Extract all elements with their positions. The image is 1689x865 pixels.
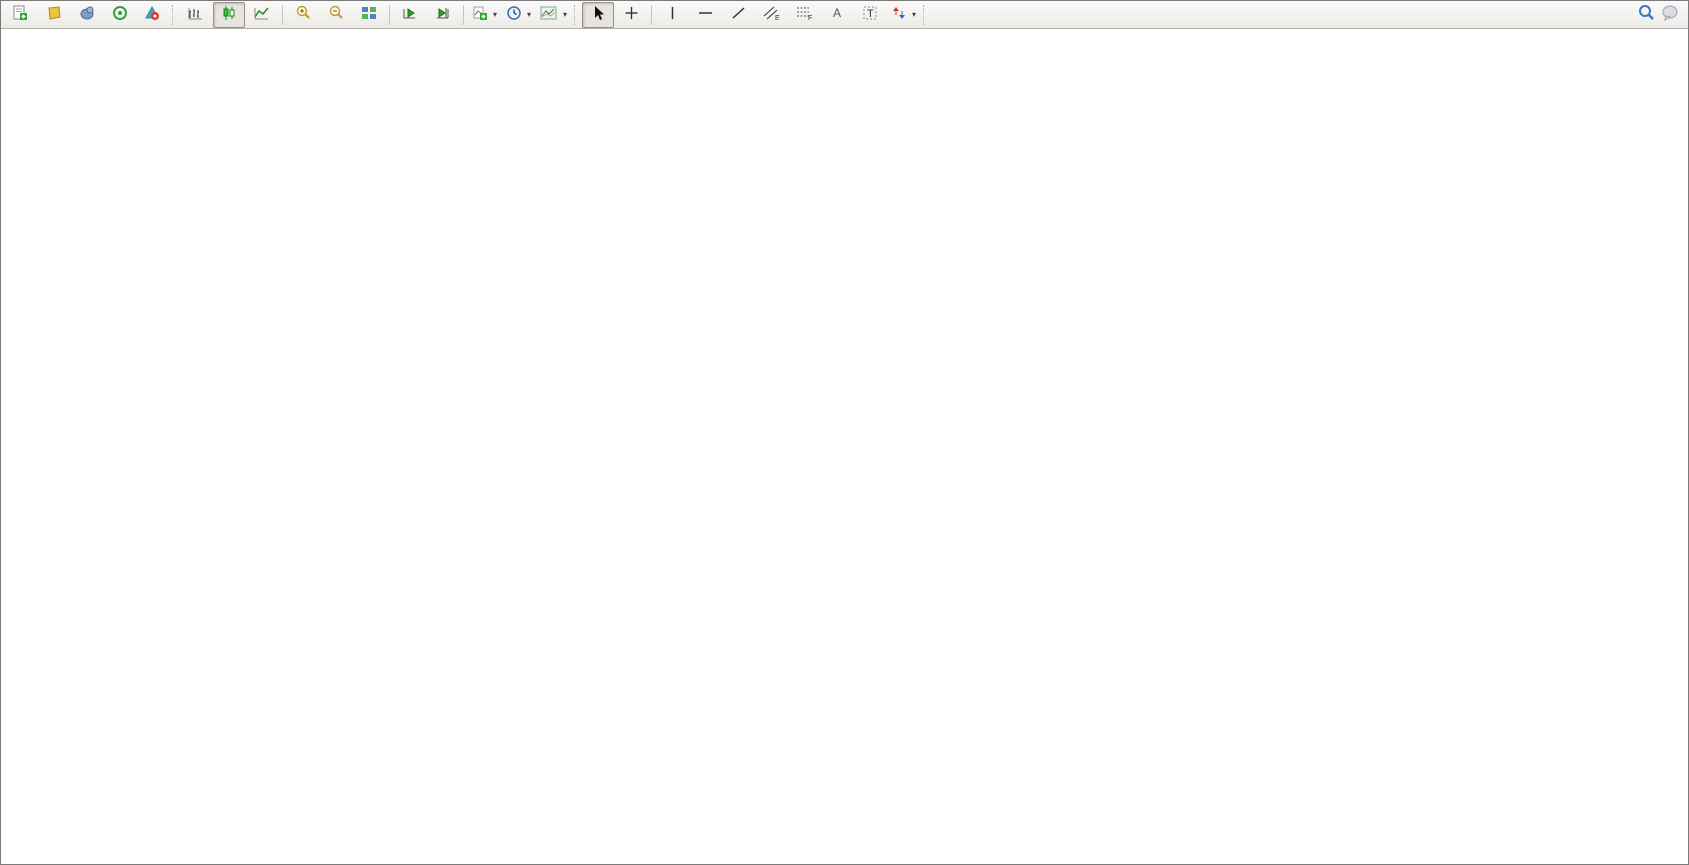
tile-windows-icon xyxy=(361,5,378,24)
dropdown-caret-icon: ▾ xyxy=(527,10,532,19)
equidistant-channel-icon: E xyxy=(762,5,781,24)
toolbar-right-group xyxy=(1637,3,1686,26)
dropdown-caret-icon: ▾ xyxy=(912,10,917,19)
text-tool-button[interactable]: A xyxy=(821,2,853,28)
svg-text:E: E xyxy=(775,15,780,21)
crosshair-icon xyxy=(624,5,639,24)
template-icon xyxy=(540,5,559,24)
fibonacci-tool-button[interactable]: F xyxy=(788,2,820,28)
periods-button[interactable]: ▾ xyxy=(502,2,535,28)
autotrading-icon xyxy=(144,5,160,24)
toolbar-separator xyxy=(282,4,283,25)
crosshair-tool-button[interactable] xyxy=(615,2,647,28)
main-toolbar: ▾ ▾ ▾ E F xyxy=(1,1,1688,29)
text-label-icon: T xyxy=(862,5,879,24)
zoom-in-icon xyxy=(295,5,312,24)
bar-chart-icon xyxy=(188,5,205,24)
cursor-tool-button[interactable] xyxy=(582,1,615,28)
auto-scroll-icon xyxy=(402,5,419,24)
line-chart-button[interactable] xyxy=(246,2,278,28)
gold-note-icon xyxy=(46,5,62,24)
candlestick-chart-icon xyxy=(221,5,238,24)
arrows-tool-button[interactable]: ▾ xyxy=(887,2,920,28)
toolbar-grip xyxy=(574,4,579,25)
chart-shift-button[interactable] xyxy=(427,2,459,28)
tile-windows-button[interactable] xyxy=(353,2,385,28)
signals-button[interactable] xyxy=(104,2,136,28)
dropdown-caret-icon: ▾ xyxy=(563,10,568,19)
chart-area[interactable] xyxy=(1,29,1688,864)
horizontal-line-tool-button[interactable] xyxy=(689,2,721,28)
cursor-icon xyxy=(591,5,606,24)
indicators-button[interactable]: ▾ xyxy=(468,2,501,28)
market-watch-button[interactable] xyxy=(38,2,70,28)
vertical-line-tool-button[interactable] xyxy=(656,2,688,28)
new-order-button[interactable] xyxy=(5,2,37,28)
dropdown-caret-icon: ▾ xyxy=(493,10,498,19)
signal-icon xyxy=(112,5,128,24)
arrows-icon xyxy=(891,5,908,24)
data-window-button[interactable] xyxy=(71,2,103,28)
candlestick-chart-button[interactable] xyxy=(213,1,245,28)
templates-button[interactable]: ▾ xyxy=(536,2,571,28)
text-label-tool-button[interactable]: T xyxy=(854,2,886,28)
toolbar-separator xyxy=(651,4,653,25)
text-icon: A xyxy=(830,5,845,24)
zoom-out-icon xyxy=(328,5,345,24)
bar-chart-button[interactable] xyxy=(180,2,212,28)
autotrading-button[interactable] xyxy=(137,2,169,28)
horizontal-line-icon xyxy=(697,5,714,24)
toolbar-separator xyxy=(389,4,390,25)
fibonacci-icon: F xyxy=(795,5,814,24)
trendline-tool-button[interactable] xyxy=(722,2,754,28)
svg-text:F: F xyxy=(808,15,812,21)
zoom-in-button[interactable] xyxy=(287,2,319,28)
indicators-icon xyxy=(472,5,489,24)
blue-bird-icon xyxy=(79,5,95,24)
clock-icon xyxy=(506,5,523,24)
toolbar-grip xyxy=(172,4,177,25)
toolbar-grip xyxy=(923,4,928,25)
vertical-line-icon xyxy=(666,5,679,24)
new-order-icon xyxy=(12,5,28,24)
toolbar-separator xyxy=(463,4,464,25)
channel-tool-button[interactable]: E xyxy=(755,2,787,28)
svg-text:T: T xyxy=(867,8,874,20)
chart-shift-icon xyxy=(435,5,452,24)
auto-scroll-button[interactable] xyxy=(394,2,426,28)
svg-text:A: A xyxy=(833,6,841,20)
search-icon[interactable] xyxy=(1637,3,1655,26)
line-chart-icon xyxy=(253,5,271,24)
trendline-icon xyxy=(730,5,747,24)
notifications-icon[interactable] xyxy=(1661,3,1680,26)
zoom-out-button[interactable] xyxy=(320,2,352,28)
